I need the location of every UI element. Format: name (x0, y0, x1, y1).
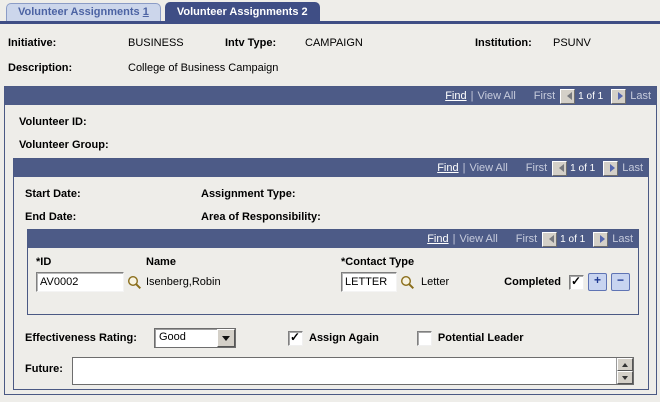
future-field (71, 357, 634, 385)
arrow-left-icon (559, 164, 565, 172)
nav-separator: | (470, 90, 474, 102)
dates-row-2: End Date: Area of Responsibility: (25, 211, 648, 223)
volunteer-group-label: Volunteer Group: (19, 139, 109, 151)
contact-group-box: Find | View All First 1 of 1 Last *ID Na… (27, 229, 639, 315)
initiative-value: BUSINESS (128, 37, 184, 49)
institution-label: Institution: (475, 37, 532, 49)
completed-label: Completed (504, 276, 561, 288)
next-row-button[interactable] (593, 231, 609, 247)
arrow-right-icon (610, 164, 616, 172)
next-row-button[interactable] (611, 88, 627, 104)
potential-leader-checkbox[interactable] (416, 330, 432, 346)
view-all-link[interactable]: View All (469, 162, 508, 174)
last-link[interactable]: Last (612, 233, 633, 245)
arrow-up-icon (622, 362, 628, 367)
volunteer-group-box: Find | View All First 1 of 1 Last Volunt… (4, 86, 657, 395)
contact-nav-bar: Find | View All First 1 of 1 Last (28, 230, 638, 248)
view-all-link[interactable]: View All (477, 90, 516, 102)
spin-down-button[interactable] (617, 371, 633, 384)
arrow-right-icon (618, 92, 624, 100)
tab-volunteer-assignments-2[interactable]: Volunteer Assignments 2 (164, 2, 320, 21)
end-date-label: End Date: (25, 211, 77, 223)
contact-type-column-header: *Contact Type (341, 256, 415, 268)
intv-type-label: Intv Type: (225, 37, 277, 49)
tab-bar: Volunteer Assignments 1 Volunteer Assign… (0, 0, 660, 24)
dropdown-button[interactable] (217, 329, 235, 347)
first-link[interactable]: First (533, 90, 556, 102)
rating-row: Effectiveness Rating: Good Assign Again … (25, 328, 648, 348)
area-of-responsibility-label: Area of Responsibility: (201, 211, 321, 223)
arrow-left-icon (549, 235, 555, 243)
row-position: 1 of 1 (560, 233, 586, 245)
arrow-right-icon (600, 235, 606, 243)
find-link[interactable]: Find (437, 162, 459, 174)
spin-up-button[interactable] (617, 358, 633, 371)
potential-leader-label: Potential Leader (437, 332, 524, 344)
future-spinner (616, 358, 633, 384)
name-column-header: Name (146, 256, 176, 268)
last-link[interactable]: Last (622, 162, 643, 174)
contact-column-headers: *ID Name *Contact Type (36, 256, 638, 268)
id-cell (36, 272, 146, 292)
assign-again-checkbox[interactable] (288, 330, 303, 346)
chevron-down-icon (222, 335, 230, 341)
effectiveness-rating-value: Good (159, 331, 186, 343)
arrow-down-icon (622, 375, 628, 380)
future-row: Future: (25, 357, 634, 385)
contact-type-input[interactable] (341, 272, 397, 292)
tab-accesskey: 1 (142, 6, 149, 18)
assignment-nav-bar: Find | View All First 1 of 1 Last (14, 159, 648, 177)
row-position: 1 of 1 (578, 90, 604, 102)
delete-row-button[interactable]: − (611, 273, 630, 291)
tab-label: Volunteer Assignments (18, 6, 143, 18)
previous-row-button[interactable] (552, 160, 568, 176)
volunteer-nav-bar: Find | View All First 1 of 1 Last (5, 87, 656, 105)
add-row-button[interactable]: + (588, 273, 607, 291)
completed-checkbox[interactable] (569, 274, 584, 290)
dates-row-1: Start Date: Assignment Type: (25, 188, 648, 200)
first-link[interactable]: First (525, 162, 548, 174)
header-row-1: Initiative: BUSINESS Intv Type: CAMPAIGN… (0, 37, 660, 49)
id-column-header: *ID (36, 256, 52, 268)
start-date-label: Start Date: (25, 188, 81, 200)
contact-type-cell (341, 272, 421, 292)
tab-label: Volunteer Assignments 2 (176, 6, 308, 18)
header-row-2: Description: College of Business Campaig… (0, 62, 660, 74)
find-link[interactable]: Find (427, 233, 449, 245)
volunteer-id-label: Volunteer ID: (19, 116, 87, 128)
row-position: 1 of 1 (570, 162, 596, 174)
effectiveness-rating-select[interactable]: Good (154, 328, 236, 348)
previous-row-button[interactable] (542, 231, 558, 247)
id-input[interactable] (36, 272, 124, 292)
contact-type-description: Letter (421, 276, 450, 288)
assignment-group-box: Find | View All First 1 of 1 Last Start … (13, 158, 649, 390)
nav-separator: | (462, 162, 466, 174)
assignment-type-label: Assignment Type: (201, 188, 296, 200)
first-link[interactable]: First (515, 233, 538, 245)
name-value: Isenberg,Robin (146, 276, 221, 288)
last-link[interactable]: Last (630, 90, 651, 102)
initiative-label: Initiative: (8, 37, 57, 49)
next-row-button[interactable] (603, 160, 619, 176)
contact-type-lookup-icon[interactable] (400, 275, 415, 290)
view-all-link[interactable]: View All (459, 233, 498, 245)
tab-volunteer-assignments-1[interactable]: Volunteer Assignments 1 (6, 3, 161, 21)
intv-type-value: CAMPAIGN (305, 37, 363, 49)
description-value: College of Business Campaign (128, 62, 279, 74)
arrow-left-icon (567, 92, 573, 100)
nav-separator: | (452, 233, 456, 245)
previous-row-button[interactable] (560, 88, 576, 104)
assign-again-label: Assign Again (309, 332, 379, 344)
description-label: Description: (8, 62, 73, 74)
effectiveness-rating-label: Effectiveness Rating: (25, 332, 137, 344)
id-lookup-icon[interactable] (127, 275, 142, 290)
future-label: Future: (25, 363, 63, 375)
contact-data-row: Isenberg,Robin Letter Completed + − (36, 272, 630, 292)
future-input[interactable] (72, 358, 616, 384)
institution-value: PSUNV (553, 37, 591, 49)
find-link[interactable]: Find (445, 90, 467, 102)
